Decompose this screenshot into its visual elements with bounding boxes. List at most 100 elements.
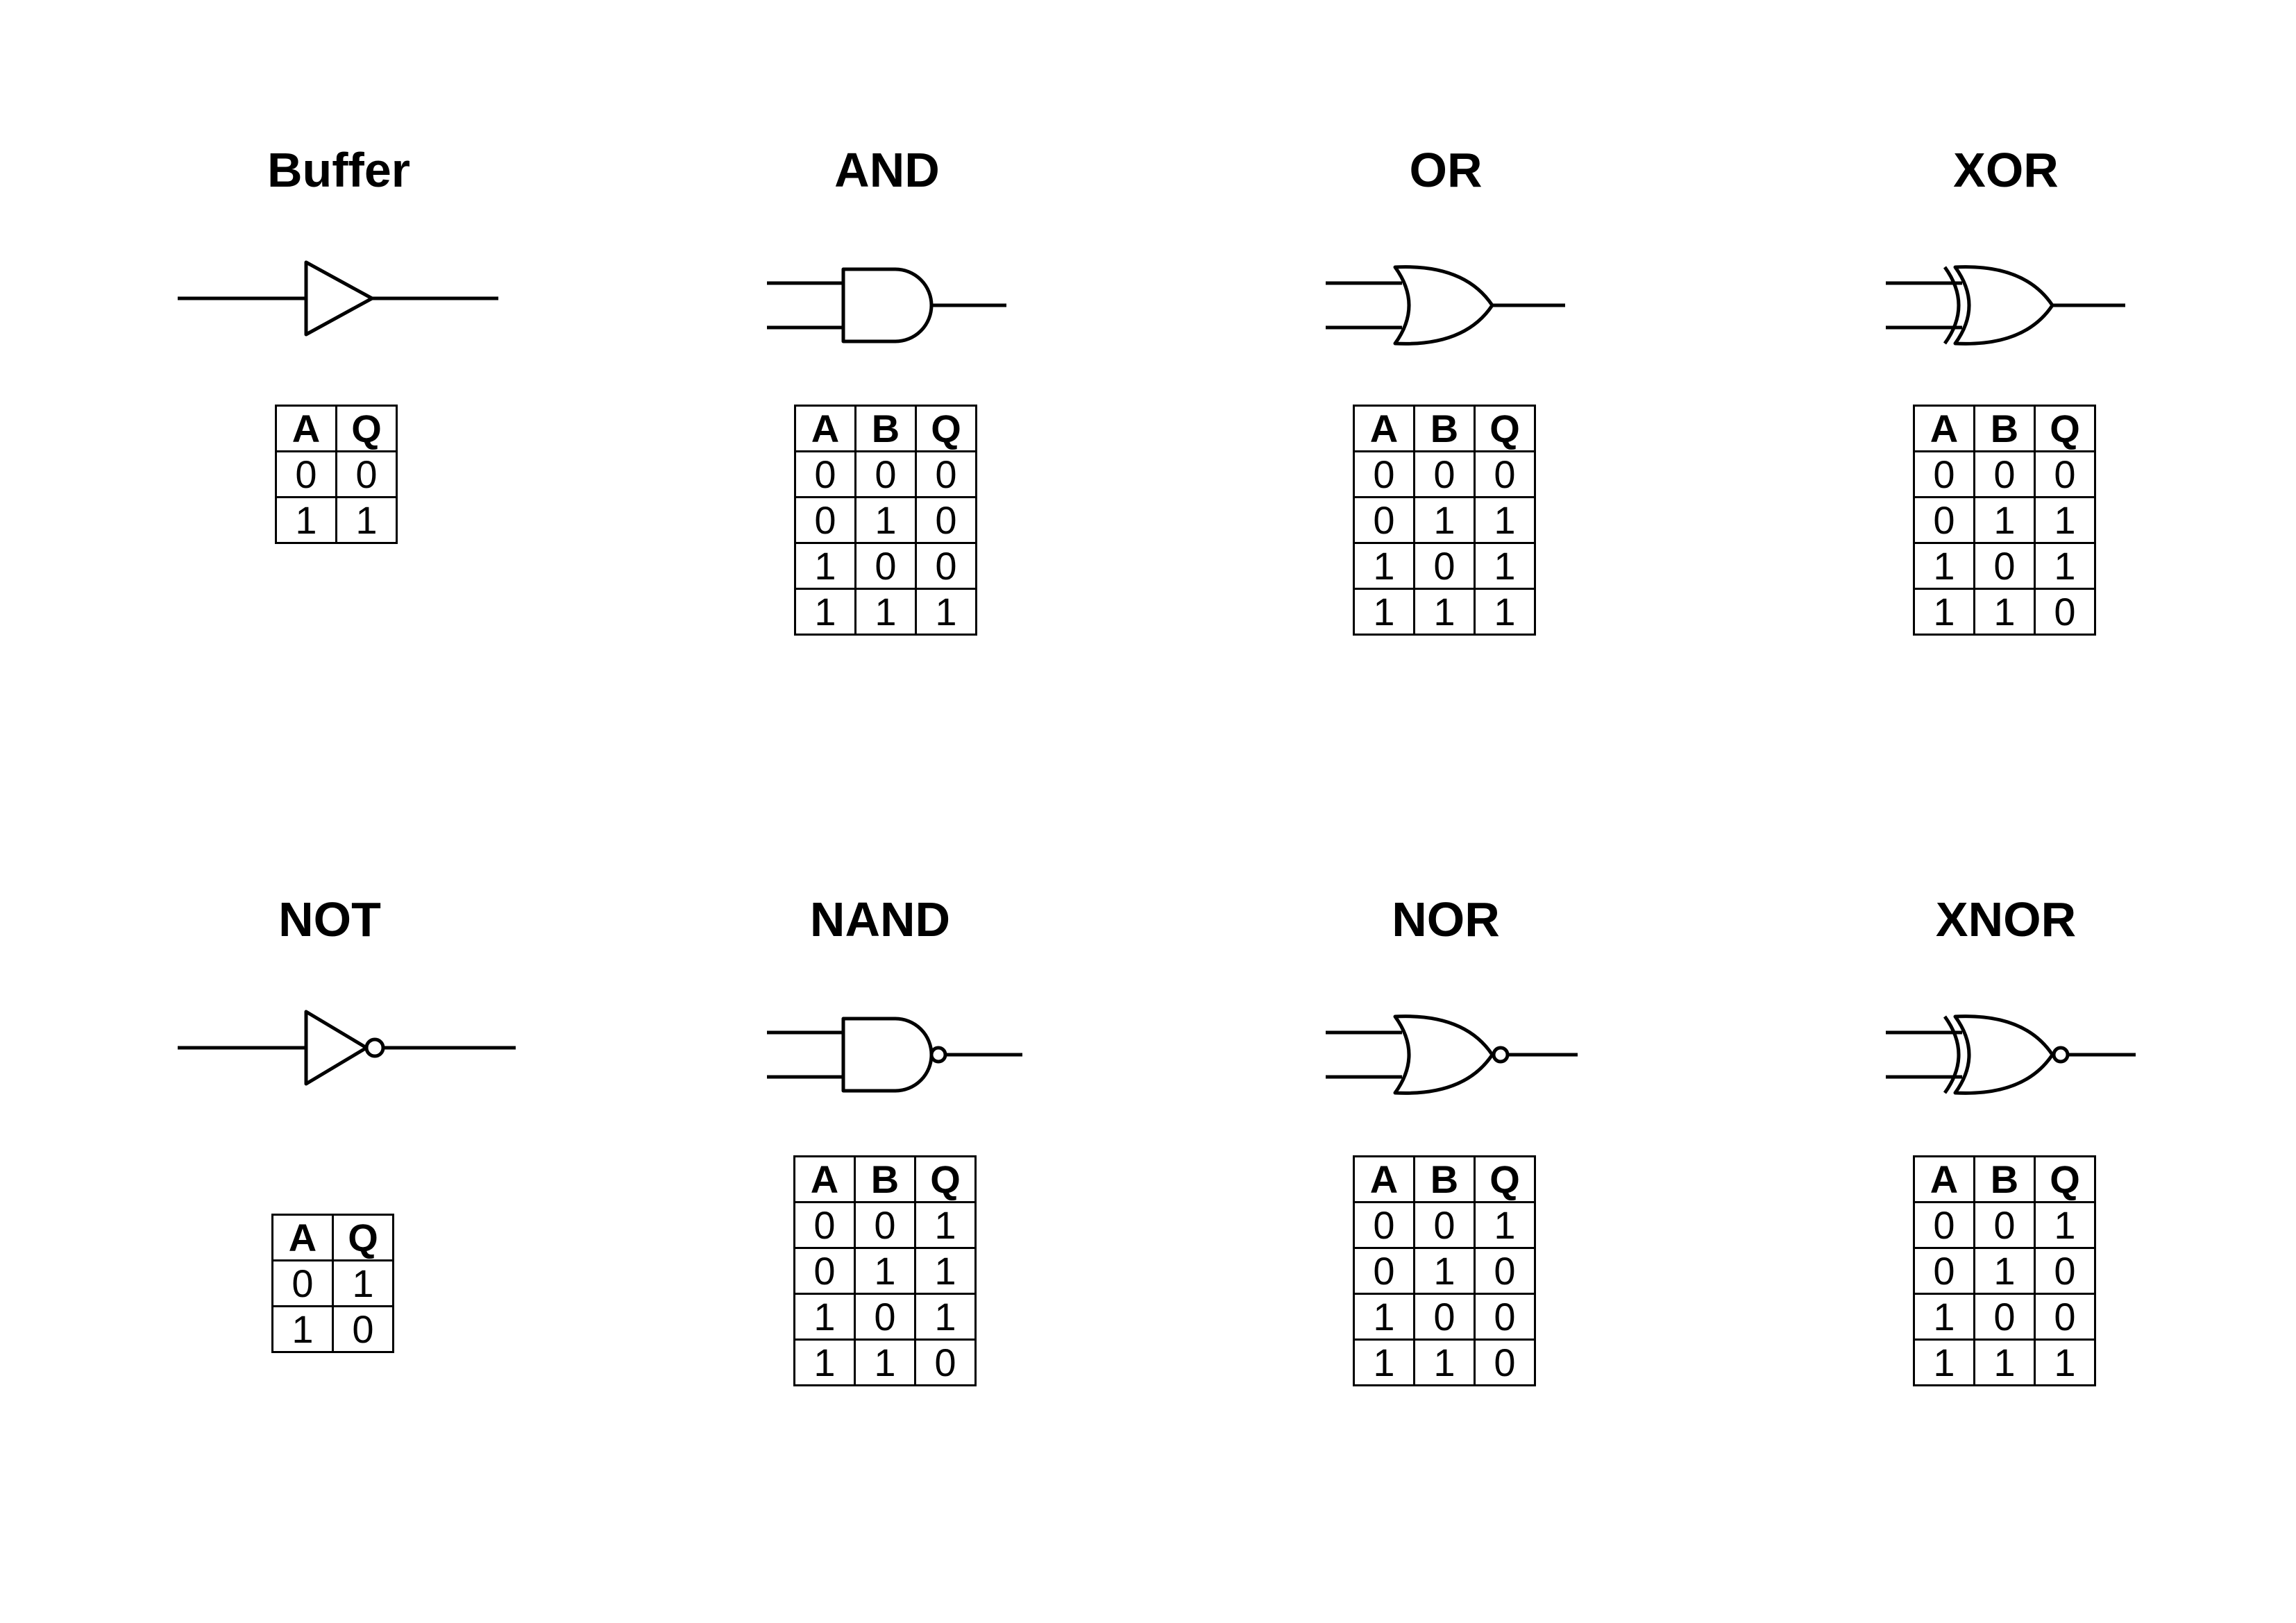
table-cell: 0 (1474, 1247, 1536, 1295)
gate-xnor: XNOR A B Q 0 0 1 0 1 0 1 0 (1763, 892, 2249, 1586)
table-cell: 1 (2034, 1201, 2096, 1249)
table-cell: 0 (1913, 450, 1975, 498)
column-header: Q (2034, 1155, 2096, 1203)
truth-table: A B Q 0 0 0 0 1 1 1 0 1 1 1 0 (1913, 405, 2096, 636)
table-cell: 0 (1913, 1201, 1975, 1249)
table-cell: 0 (854, 542, 917, 590)
gate-and: AND A B Q 0 0 0 0 1 0 1 0 0 (644, 142, 1130, 836)
column-header: A (793, 1155, 856, 1203)
gate-nor: NOR A B Q 0 0 1 0 1 0 1 0 (1203, 892, 1689, 1586)
table-cell: 1 (793, 1293, 856, 1341)
xor-gate-symbol (1886, 265, 2125, 346)
table-row: 0 1 1 (1913, 496, 2096, 544)
truth-table: A B Q 0 0 0 0 1 0 1 0 0 1 1 1 (794, 405, 977, 636)
table-cell: 0 (332, 1305, 394, 1353)
column-header: B (1413, 1155, 1476, 1203)
table-cell: 0 (1973, 542, 2036, 590)
table-cell: 0 (914, 1339, 977, 1386)
table-row: 1 0 0 (1913, 1293, 2096, 1341)
table-cell: 1 (1474, 542, 1536, 590)
table-cell: 1 (794, 542, 856, 590)
table-cell: 0 (854, 1293, 916, 1341)
table-cell: 1 (1913, 1339, 1975, 1386)
truth-table: A B Q 0 0 1 0 1 1 1 0 1 1 1 0 (793, 1155, 977, 1386)
table-row: 1 0 0 (794, 542, 977, 590)
table-header-row: A Q (271, 1214, 394, 1261)
table-cell: 1 (1413, 588, 1476, 636)
gate-title: Buffer (267, 143, 411, 197)
column-header: B (1413, 405, 1476, 452)
table-cell: 1 (1353, 1293, 1415, 1341)
table-row: 1 0 0 (1353, 1293, 1536, 1341)
truth-table: A B Q 0 0 0 0 1 1 1 0 1 1 1 1 (1353, 405, 1536, 636)
table-cell: 1 (915, 588, 977, 636)
table-cell: 1 (1353, 588, 1415, 636)
column-header: Q (332, 1214, 394, 1261)
table-cell: 1 (1353, 1339, 1415, 1386)
table-cell: 0 (2034, 1247, 2096, 1295)
table-row: 0 0 1 (1353, 1201, 1536, 1249)
table-cell: 0 (1353, 1247, 1415, 1295)
table-cell: 0 (1353, 450, 1415, 498)
table-cell: 1 (1474, 1201, 1536, 1249)
table-row: 0 1 (271, 1259, 394, 1307)
table-cell: 0 (2034, 1293, 2096, 1341)
table-cell: 0 (1474, 450, 1536, 498)
column-header: A (1913, 405, 1975, 452)
table-row: 1 1 0 (1913, 588, 2096, 636)
column-header: A (794, 405, 856, 452)
table-row: 0 1 1 (793, 1247, 977, 1295)
table-row: 1 1 1 (1353, 588, 1536, 636)
table-cell: 0 (793, 1201, 856, 1249)
gate-or: OR A B Q 0 0 0 0 1 1 1 0 1 (1203, 142, 1689, 836)
gate-title: OR (1409, 143, 1483, 197)
table-cell: 1 (794, 588, 856, 636)
table-cell: 1 (1413, 1247, 1476, 1295)
table-cell: 0 (794, 450, 856, 498)
table-cell: 1 (1913, 1293, 1975, 1341)
table-header-row: A B Q (1353, 1155, 1536, 1203)
table-row: 1 0 1 (793, 1293, 977, 1341)
table-cell: 1 (914, 1201, 977, 1249)
table-cell: 1 (854, 496, 917, 544)
gate-title: NOT (278, 892, 381, 946)
table-cell: 0 (1413, 542, 1476, 590)
table-cell: 0 (1913, 1247, 1975, 1295)
column-header: B (854, 1155, 916, 1203)
gate-title: XOR (1953, 143, 2059, 197)
table-cell: 0 (794, 496, 856, 544)
table-cell: 0 (335, 450, 398, 498)
or-gate-symbol (1326, 265, 1565, 346)
column-header: B (1973, 1155, 2036, 1203)
column-header: A (1353, 1155, 1415, 1203)
column-header: Q (915, 405, 977, 452)
table-cell: 1 (1973, 1339, 2036, 1386)
table-cell: 1 (1474, 496, 1536, 544)
table-cell: 0 (1353, 1201, 1415, 1249)
table-row: 0 0 (275, 450, 398, 498)
table-cell: 1 (1913, 588, 1975, 636)
table-row: 0 0 1 (793, 1201, 977, 1249)
table-header-row: A B Q (794, 405, 977, 452)
table-cell: 1 (335, 496, 398, 544)
truth-table: A Q 0 1 1 0 (271, 1214, 394, 1353)
table-cell: 1 (1353, 542, 1415, 590)
buffer-gate-symbol (178, 260, 498, 337)
table-cell: 0 (275, 450, 337, 498)
table-header-row: A Q (275, 405, 398, 452)
table-cell: 0 (1353, 496, 1415, 544)
table-cell: 0 (1973, 1201, 2036, 1249)
table-cell: 0 (2034, 450, 2096, 498)
truth-table: A Q 0 0 1 1 (275, 405, 398, 544)
column-header: Q (2034, 405, 2096, 452)
table-cell: 1 (1973, 1247, 2036, 1295)
column-header: Q (914, 1155, 977, 1203)
table-row: 0 0 0 (794, 450, 977, 498)
column-header: B (854, 405, 917, 452)
table-cell: 0 (1474, 1339, 1536, 1386)
table-header-row: A B Q (1913, 1155, 2096, 1203)
table-header-row: A B Q (1913, 405, 2096, 452)
table-cell: 0 (1413, 1201, 1476, 1249)
table-cell: 0 (2034, 588, 2096, 636)
table-cell: 1 (854, 588, 917, 636)
